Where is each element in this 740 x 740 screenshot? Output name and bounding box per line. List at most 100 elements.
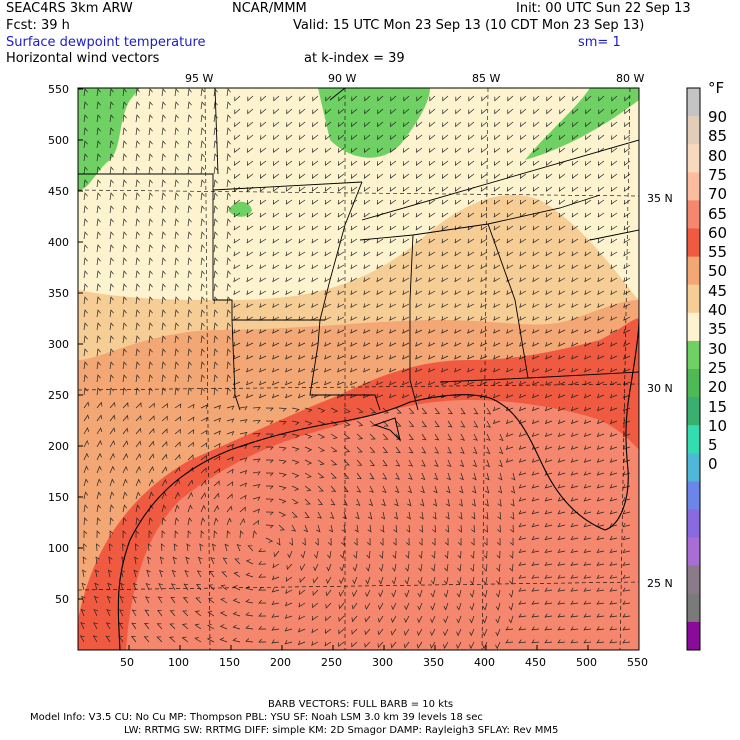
wind-barb (252, 530, 257, 539)
wind-barb (148, 348, 153, 357)
wind-barb (532, 329, 540, 334)
wind-barb (206, 637, 215, 643)
wind-barb (557, 458, 566, 463)
wind-barb (596, 445, 605, 450)
wind-barb (135, 244, 140, 253)
wind-barb (570, 561, 579, 566)
wind-barb (135, 453, 142, 461)
wind-barb (363, 290, 371, 296)
colorbar (686, 87, 701, 651)
wind-barb (622, 587, 631, 592)
wind-barb (161, 361, 166, 370)
wind-barb (363, 367, 371, 373)
wind-barb (187, 101, 192, 110)
wind-barb (226, 270, 231, 279)
wind-barb (285, 589, 293, 594)
wind-barb (434, 433, 440, 441)
wind-barb (311, 173, 319, 179)
wind-barb (363, 303, 371, 308)
wind-barb (200, 467, 207, 474)
wind-barb (135, 465, 141, 474)
wind-barb (467, 238, 475, 244)
wind-barb (298, 277, 306, 283)
wind-barb (351, 628, 358, 635)
wind-barb (494, 134, 501, 141)
wind-barb (209, 570, 215, 578)
wind-barb (161, 231, 166, 240)
wind-barb (148, 374, 153, 383)
boundaries (78, 88, 639, 650)
wind-barb (557, 523, 566, 528)
wind-barb (182, 610, 189, 617)
wind-barb (233, 212, 241, 218)
wind-barb (148, 179, 153, 188)
colorbar-swatch (687, 593, 700, 623)
wind-barb (480, 212, 488, 218)
wind-barb (148, 257, 153, 266)
colorbar-unit: °F (708, 79, 725, 97)
wind-barb (585, 147, 592, 154)
wind-barb (570, 419, 579, 425)
wind-barb (300, 550, 306, 559)
wind-barb (148, 309, 153, 318)
wind-barb (135, 179, 140, 188)
wind-barb (161, 140, 166, 149)
wind-barb (246, 380, 254, 386)
wind-barb (96, 244, 101, 253)
wind-barb (247, 108, 254, 115)
wind-barb (213, 480, 220, 487)
wind-barb (454, 251, 462, 257)
wind-barb (245, 638, 254, 643)
wind-barb (259, 225, 267, 231)
wind-barb (83, 153, 88, 162)
wind-barb (350, 277, 358, 283)
x-tick-label: 250 (321, 656, 342, 669)
wind-barb (421, 433, 427, 441)
wind-barb (623, 225, 631, 231)
wind-barb (174, 88, 179, 97)
wind-barb (324, 186, 332, 192)
wind-barb (304, 472, 312, 479)
wind-barb (338, 589, 345, 597)
wind-barb (174, 153, 179, 162)
wind-barb (544, 561, 553, 566)
wind-barb (135, 101, 140, 110)
wind-barb (376, 367, 384, 373)
wind-barb (509, 550, 514, 559)
wind-barb (428, 316, 436, 321)
wind-barb (272, 264, 280, 270)
wind-barb (161, 428, 168, 435)
wind-barb (518, 639, 527, 644)
wind-barb (495, 589, 501, 598)
wind-barb (473, 407, 479, 415)
wind-barb (325, 589, 332, 597)
wind-barb (174, 140, 179, 149)
wind-barb (122, 491, 128, 500)
wind-barb (187, 231, 192, 240)
wind-barb (408, 472, 413, 480)
x-tick-label: 450 (525, 656, 546, 669)
wind-barb (148, 166, 153, 175)
wind-barb (467, 160, 475, 167)
wind-barb (351, 121, 358, 128)
wind-barb (161, 348, 166, 357)
wind-barb (442, 108, 449, 115)
wind-barb (584, 173, 592, 179)
wind-barb (597, 212, 605, 218)
wind-barb (161, 101, 166, 110)
wind-barb (596, 510, 605, 515)
wind-barb (460, 407, 466, 415)
wind-barb (226, 88, 231, 97)
wind-barb (343, 407, 351, 414)
lon-label-85w: 85 W (472, 72, 501, 85)
wind-barb (285, 160, 293, 167)
wind-barb (356, 472, 362, 480)
wind-barb (109, 166, 114, 175)
wind-barb (330, 407, 339, 413)
wind-barb (505, 445, 514, 450)
wind-barb (172, 556, 177, 565)
wind-barb (486, 420, 491, 428)
wind-barb (174, 309, 179, 318)
wind-barb (146, 569, 151, 578)
wind-barb (96, 478, 102, 487)
